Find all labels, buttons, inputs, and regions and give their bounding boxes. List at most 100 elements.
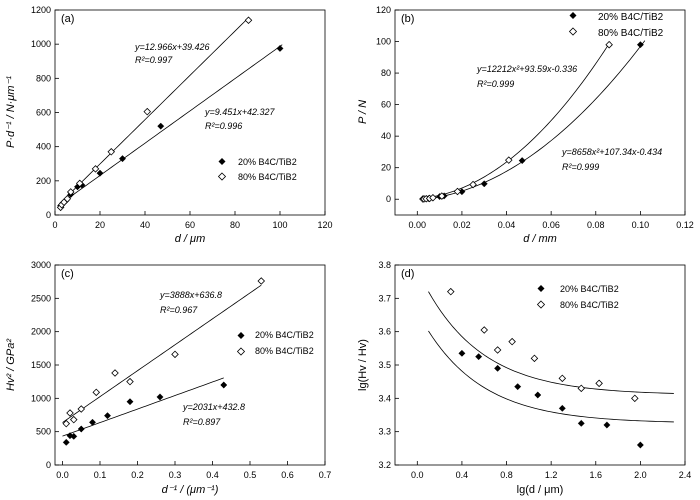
data-point-d-1-2: [493, 346, 502, 354]
x-tick-label-c-0: 0.0: [56, 470, 69, 480]
data-point-c-1-6: [126, 377, 134, 386]
data-point-b-0-8: [518, 157, 526, 165]
y-tick-label-c-2: 1000: [31, 393, 51, 403]
data-point-a-1-8: [143, 107, 152, 116]
chart-marks-d: 0.0 0.4 0.8 1.2 1.6 2.0 2.4 3.2 3.3 3.4 3.5 3.6 3.7 3…: [378, 260, 691, 480]
data-point-a-1-7: [107, 148, 116, 156]
y-tick-label-d-4: 3.6: [378, 327, 391, 337]
data-point-c-1-0: [62, 419, 71, 428]
x-tick-label-c-7: 0.7: [319, 470, 332, 480]
x-tick-label-c-2: 0.2: [131, 470, 144, 480]
data-point-a-1-9: [244, 16, 253, 25]
legend-entry-20-d: 20% B4C/TiB2: [560, 284, 619, 294]
fit-equation-80-c: y=3888x+636.8: [159, 290, 222, 300]
data-point-a-1-6: [91, 165, 100, 173]
y-axis-label-b: P / N: [357, 100, 369, 124]
y-tick-label-c-5: 2500: [31, 293, 51, 303]
fit-r2-20-c: R²=0.897: [183, 417, 221, 427]
data-point-d-1-1: [480, 326, 488, 334]
y-tick-label-c-6: 3000: [31, 260, 51, 270]
legend-d: 20% B4C/TiB2 80% B4C/TiB2: [536, 284, 619, 310]
legend-b: 20% B4C/TiB2 80% B4C/TiB2: [568, 12, 664, 39]
y-tick-label-b-3: 60: [381, 100, 391, 110]
data-point-a-1-5: [75, 179, 84, 188]
chart-marks-b: 0.00 0.02 0.04 0.06 0.08 0.10 0.12 0 20 40 60 80 100…: [376, 5, 694, 230]
data-point-b-0-7: [480, 180, 488, 188]
y-tick-label-d-3: 3.5: [378, 360, 391, 370]
x-tick-label-a-4: 80: [230, 220, 240, 230]
x-tick-label-a-5: 100: [272, 220, 287, 230]
data-point-b-0-9: [636, 41, 644, 49]
fit-r2-80-c: R²=0.967: [160, 305, 198, 315]
legend-entry-20-a: 20% B4C/TiB2: [238, 157, 297, 167]
legend-marker-open-d: [536, 300, 546, 309]
x-tick-label-a-1: 20: [95, 220, 105, 230]
fit-equation-80-b: y=12212x²+93.59x-0.336: [476, 64, 577, 74]
data-point-d-1-3: [508, 337, 516, 346]
y-tick-label-d-6: 3.8: [378, 260, 391, 270]
fit-line-b-1: [421, 41, 611, 199]
x-axis-label-a: d / μm: [175, 233, 205, 245]
data-point-a-0-7: [119, 155, 126, 163]
data-point-d-0-6: [577, 419, 585, 427]
data-point-b-1-6: [453, 187, 462, 196]
legend-marker-filled-a: [218, 158, 226, 165]
data-point-d-0-0: [458, 349, 466, 357]
x-tick-label-c-1: 0.1: [94, 470, 107, 480]
data-point-d-0-1: [475, 353, 483, 361]
x-tick-label-b-2: 0.04: [498, 220, 516, 230]
x-tick-label-c-6: 0.6: [281, 470, 294, 480]
y-tick-label-a-4: 800: [36, 73, 51, 83]
x-tick-label-c-3: 0.3: [169, 470, 182, 480]
fit-equation-20-c: y=2031x+432.8: [182, 402, 245, 412]
x-tick-label-a-0: 0: [52, 220, 57, 230]
panel-d: 0.0 0.4 0.8 1.2 1.6 2.0 2.4 3.2 3.3 3.4 3.5 3.6 3.7 3…: [357, 260, 691, 496]
fit-r2-80-b: R²=0.999: [477, 79, 514, 89]
data-point-c-1-5: [111, 369, 119, 377]
fit-r2-20-a: R²=0.996: [205, 121, 242, 131]
data-point-c-0-4: [89, 418, 96, 426]
data-point-b-1-7: [469, 180, 477, 189]
data-point-d-0-7: [603, 421, 611, 429]
legend-entry-20-c: 20% B4C/TiB2: [255, 330, 314, 340]
legend-marker-filled-c: [237, 332, 245, 339]
legend-entry-80-b: 80% B4C/TiB2: [598, 28, 664, 39]
x-axis-label-c: d⁻¹ / (μm⁻¹): [162, 484, 219, 496]
legend-a: 20% B4C/TiB2 80% B4C/TiB2: [217, 157, 297, 182]
data-point-b-1-4: [429, 193, 437, 202]
legend-entry-80-a: 80% B4C/TiB2: [238, 172, 297, 182]
x-tick-label-b-5: 0.10: [632, 220, 650, 230]
y-tick-label-d-0: 3.2: [378, 460, 391, 470]
legend-c: 20% B4C/TiB2 80% B4C/TiB2: [236, 330, 314, 356]
legend-entry-20-b: 20% B4C/TiB2: [598, 12, 664, 23]
y-tick-label-d-5: 3.7: [378, 293, 391, 303]
x-tick-label-b-1: 0.02: [453, 220, 471, 230]
x-tick-label-d-1: 0.4: [456, 470, 469, 480]
data-point-a-0-9: [276, 44, 284, 52]
data-point-b-1-9: [605, 40, 613, 49]
panel-label-d: (d): [401, 268, 414, 280]
data-point-c-0-7: [156, 393, 164, 401]
x-tick-label-a-3: 60: [185, 220, 195, 230]
x-tick-label-b-4: 0.08: [587, 220, 605, 230]
plot-frame-b: [394, 9, 686, 216]
data-point-d-1-7: [595, 379, 603, 388]
data-point-a-1-3: [63, 195, 72, 203]
x-tick-label-a-6: 120: [317, 220, 332, 230]
x-tick-label-a-2: 40: [140, 220, 150, 230]
panel-b: 0.00 0.02 0.04 0.06 0.08 0.10 0.12 0 20 40 60 80 100…: [357, 5, 694, 245]
x-tick-label-c-4: 0.4: [206, 470, 219, 480]
data-point-c-1-2: [69, 415, 78, 424]
x-tick-label-d-6: 2.4: [679, 470, 692, 480]
legend-marker-open-b: [568, 27, 578, 36]
x-tick-label-b-0: 0.00: [409, 220, 427, 230]
legend-marker-filled-d: [537, 285, 545, 292]
fit-equation-20-b: y=8658x²+107.34x-0.434: [561, 147, 662, 157]
data-point-c-1-1: [66, 409, 74, 417]
plot-frame-d: [394, 264, 686, 466]
plot-frame-a: [54, 9, 326, 216]
data-point-c-0-6: [126, 398, 134, 406]
